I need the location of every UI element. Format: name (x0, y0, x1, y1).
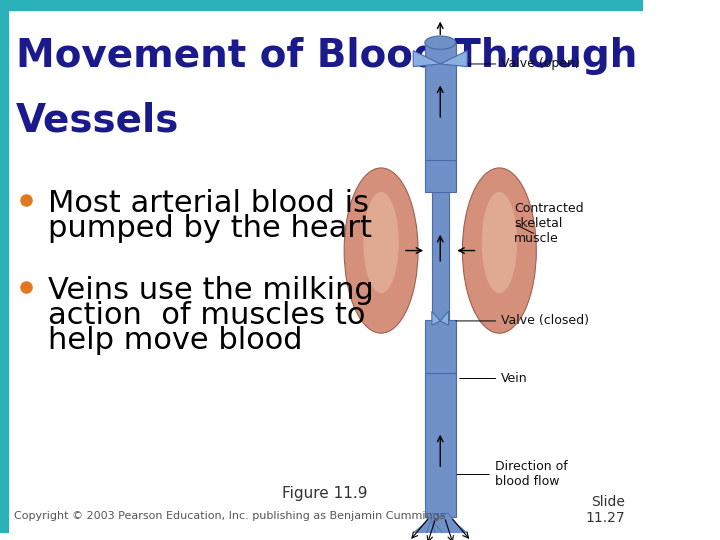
FancyArrow shape (424, 515, 446, 540)
Polygon shape (431, 518, 461, 540)
Polygon shape (440, 51, 467, 66)
Polygon shape (413, 51, 440, 66)
Text: Direction of
blood flow: Direction of blood flow (457, 461, 567, 489)
Text: Copyright © 2003 Pearson Education, Inc. publishing as Benjamin Cummings: Copyright © 2003 Pearson Education, Inc.… (14, 511, 446, 522)
Ellipse shape (482, 192, 517, 293)
FancyArrow shape (435, 515, 456, 540)
Polygon shape (420, 518, 449, 540)
Bar (425, 320, 456, 373)
Text: Figure 11.9: Figure 11.9 (282, 486, 367, 501)
Polygon shape (440, 312, 449, 325)
Text: Valve (open): Valve (open) (461, 57, 580, 71)
Text: Valve (closed): Valve (closed) (456, 314, 589, 327)
Text: Slide
11.27: Slide 11.27 (585, 495, 625, 525)
Text: Vein: Vein (460, 372, 528, 385)
Text: Movement of Blood Through: Movement of Blood Through (16, 37, 637, 75)
Polygon shape (432, 312, 440, 325)
FancyArrow shape (405, 514, 444, 540)
Text: Veins use the milking: Veins use the milking (48, 276, 374, 305)
Text: Contracted
skeletal
muscle: Contracted skeletal muscle (514, 202, 584, 245)
Polygon shape (407, 513, 448, 540)
Bar (425, 373, 456, 517)
Bar (0, 10, 8, 533)
Polygon shape (433, 513, 474, 540)
Text: pumped by the heart: pumped by the heart (48, 214, 372, 244)
Text: Vessels: Vessels (16, 102, 179, 139)
Ellipse shape (425, 36, 456, 49)
Text: action  of muscles to: action of muscles to (48, 301, 366, 330)
Text: Most arterial blood is: Most arterial blood is (48, 189, 369, 218)
Text: help move blood: help move blood (48, 326, 302, 355)
Bar (425, 43, 456, 160)
Ellipse shape (364, 192, 399, 293)
Bar (425, 160, 456, 192)
Ellipse shape (344, 168, 418, 333)
FancyArrow shape (436, 514, 476, 540)
Ellipse shape (462, 168, 536, 333)
Bar (432, 192, 449, 320)
Bar (0, 0, 643, 10)
